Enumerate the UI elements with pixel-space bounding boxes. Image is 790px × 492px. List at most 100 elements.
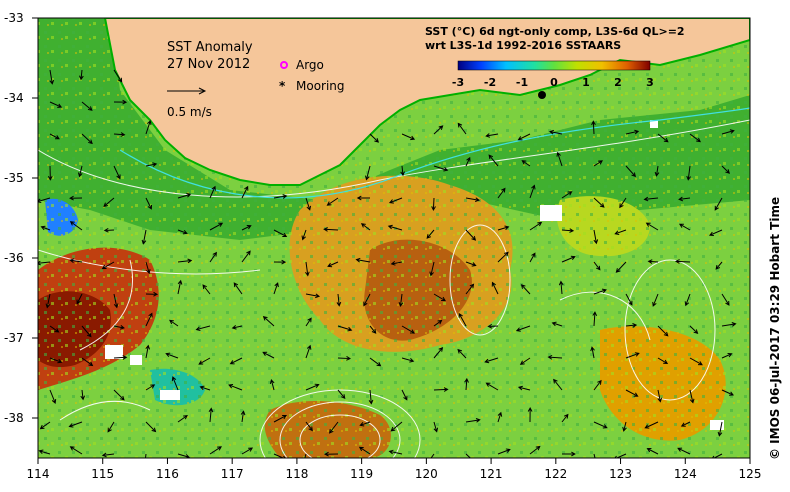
current-arrow (487, 323, 499, 329)
current-arrow (45, 293, 51, 309)
current-arrow (561, 451, 576, 457)
current-vectors (38, 69, 737, 458)
current-arrow (241, 185, 249, 199)
current-arrow (527, 406, 533, 423)
current-arrow (305, 261, 310, 277)
current-arrow (646, 448, 659, 455)
current-arrow (529, 445, 541, 455)
current-arrow (368, 389, 374, 405)
current-arrow (401, 389, 408, 401)
current-arrow (241, 250, 251, 263)
current-arrow (615, 261, 627, 273)
current-arrow (101, 261, 115, 270)
current-arrow (113, 293, 119, 309)
current-arrow (326, 197, 339, 206)
current-arrow (643, 196, 659, 202)
current-arrow (69, 258, 83, 263)
current-arrow (591, 120, 596, 135)
current-arrow (177, 415, 188, 423)
current-arrow (433, 293, 446, 302)
current-arrow (593, 453, 596, 458)
current-arrow (262, 315, 275, 327)
x-tick-label: 114 (27, 467, 50, 481)
current-arrow (369, 133, 380, 143)
data-gaps (105, 120, 724, 430)
current-arrow (209, 251, 217, 263)
current-contour-cyan (119, 107, 750, 199)
current-arrow (684, 293, 691, 307)
current-arrow (593, 229, 599, 245)
current-arrow (38, 197, 51, 204)
current-arrow (171, 376, 179, 391)
colorbar-tick-label: 1 (582, 76, 590, 89)
current-arrow (520, 284, 531, 295)
current-arrow (497, 448, 511, 455)
current-arrow (336, 293, 342, 307)
x-tick-label: 121 (480, 467, 503, 481)
current-arrow (241, 225, 252, 231)
current-arrow (556, 151, 563, 167)
current-arrow (229, 357, 243, 365)
current-arrow (363, 293, 371, 307)
current-arrow (240, 410, 246, 423)
current-arrow (337, 356, 351, 361)
current-arrow (113, 325, 125, 330)
current-arrow (369, 357, 382, 367)
current-arrow (390, 261, 403, 266)
current-arrow (652, 293, 659, 307)
colorbar-ramp (457, 60, 651, 71)
current-arrow (488, 154, 499, 167)
map-date: 27 Nov 2012 (167, 57, 250, 72)
current-arrow (141, 229, 147, 245)
x-tick-label: 122 (544, 467, 567, 481)
colorbar-tick-label: -3 (452, 76, 464, 89)
current-arrow (485, 382, 499, 391)
current-arrow (80, 389, 86, 401)
current-arrow (273, 415, 288, 423)
current-arrow (521, 160, 531, 167)
current-arrow (209, 222, 224, 231)
current-arrow (305, 197, 312, 211)
current-arrow (721, 352, 733, 359)
current-arrow (38, 449, 51, 455)
current-arrow (388, 197, 403, 204)
current-arrow (113, 389, 125, 401)
y-tick-label: -38 (4, 411, 24, 425)
argo-symbol-icon (280, 61, 288, 69)
current-arrow (429, 261, 435, 277)
current-arrow (208, 407, 214, 423)
mooring-marker (538, 91, 546, 99)
x-tick-label: 124 (674, 467, 697, 481)
current-arrow (81, 325, 92, 338)
map-title: SST Anomaly (167, 40, 253, 55)
current-arrow (365, 165, 371, 181)
current-arrow (484, 357, 499, 364)
current-arrow (465, 261, 477, 267)
legend-argo-label: Argo (296, 58, 324, 72)
current-arrow (69, 195, 83, 201)
current-arrow (485, 133, 499, 138)
current-arrow (625, 129, 640, 135)
current-arrow (38, 260, 51, 266)
current-arrow (678, 196, 691, 202)
current-arrow (657, 133, 669, 143)
current-arrow (69, 446, 83, 455)
current-arrow (647, 259, 659, 264)
current-arrow (547, 354, 563, 360)
x-tick-label: 116 (156, 467, 179, 481)
current-arrow (388, 449, 403, 455)
colorbar-tick-label: -2 (484, 76, 496, 89)
current-arrow (49, 357, 63, 364)
x-axis: 114 115 116 117 118 119 120 121 122 123 124 125 (27, 458, 761, 481)
plot-frame (37, 17, 751, 459)
current-arrow (145, 384, 156, 391)
current-arrow (241, 447, 254, 455)
current-arrow (433, 387, 449, 392)
current-arrow (721, 129, 735, 135)
current-arrow (465, 453, 472, 458)
current-arrow (113, 355, 128, 360)
legend-argo: Argo (280, 58, 324, 72)
current-arrow (369, 325, 377, 334)
current-arrow (324, 451, 339, 457)
credit-text: © IMOS 06-Jul-2017 03:29 Hobart Time (768, 197, 782, 460)
